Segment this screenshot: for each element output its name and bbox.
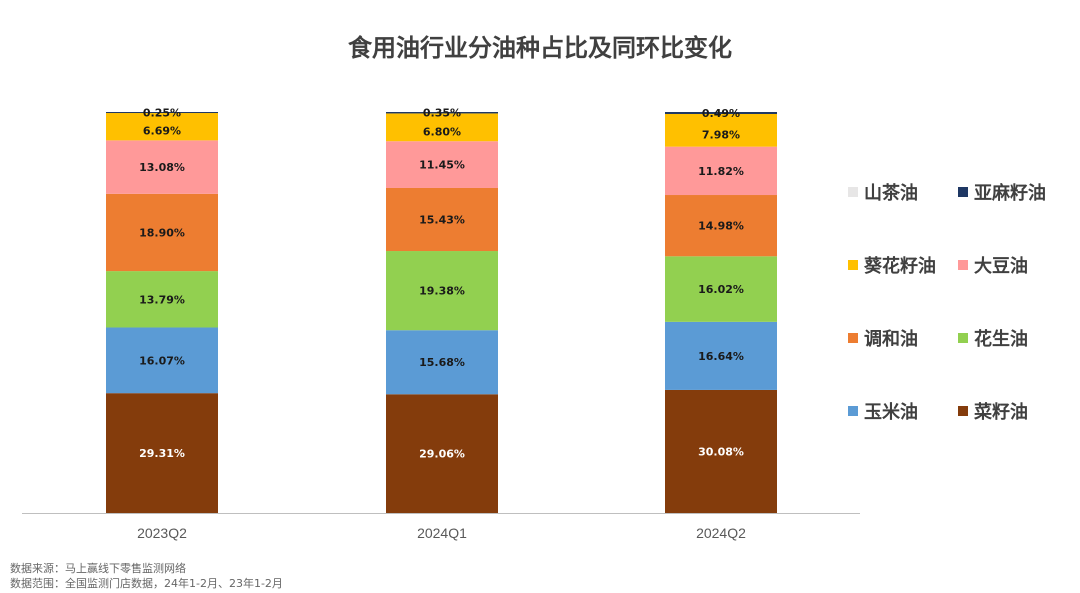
data-label: 11.45%: [419, 159, 465, 172]
data-scope-note: 数据范围：全国监测门店数据，24年1-2月、23年1-2月: [10, 577, 283, 590]
data-label: 15.68%: [419, 356, 465, 369]
bar-segment: [386, 113, 498, 142]
data-label: 13.08%: [139, 161, 185, 174]
legend-item: 亚麻籽油: [958, 178, 1068, 206]
legend-swatch: [848, 260, 858, 270]
legend-label: 花生油: [974, 329, 1028, 350]
data-label: 29.31%: [139, 447, 185, 460]
bar-segment: [665, 321, 777, 390]
bar-segment: [106, 271, 218, 328]
data-label: 18.90%: [139, 226, 185, 239]
data-label: 19.38%: [419, 285, 465, 298]
legend-label: 大豆油: [974, 256, 1028, 277]
data-label: 16.64%: [698, 350, 744, 363]
legend-row: 玉米油 菜籽油: [848, 397, 1073, 470]
legend-swatch: [848, 406, 858, 416]
bar-segment: [106, 113, 218, 141]
data-source-note: 数据来源：马上赢线下零售监测网络: [10, 562, 186, 575]
data-label: 6.69%: [143, 125, 181, 138]
legend-item: 调和油: [848, 324, 958, 352]
legend-swatch: [958, 406, 968, 416]
x-tick-label: 2023Q2: [137, 525, 187, 541]
x-tick-label: 2024Q2: [696, 525, 746, 541]
legend-item: 葵花籽油: [848, 251, 958, 279]
legend-item: 山茶油: [848, 178, 958, 206]
data-label: 29.06%: [419, 448, 465, 461]
footer: 数据来源：马上赢线下零售监测网络 数据范围：全国监测门店数据，24年1-2月、2…: [10, 561, 283, 591]
bar-segment: [386, 394, 498, 513]
bar-segment: [106, 140, 218, 194]
bar-segment: [386, 112, 498, 114]
legend-row: 山茶油 亚麻籽油: [848, 178, 1073, 251]
data-label: 16.02%: [698, 283, 744, 296]
legend-swatch: [958, 333, 968, 343]
legend-item: 玉米油: [848, 397, 958, 425]
legend-label: 亚麻籽油: [974, 183, 1046, 204]
bar-segment: [665, 195, 777, 257]
data-label: 7.98%: [702, 128, 740, 141]
data-label: 30.08%: [698, 445, 744, 458]
legend-swatch: [848, 187, 858, 197]
legend-label: 山茶油: [864, 183, 918, 204]
x-tick-label: 2024Q1: [417, 525, 467, 541]
bar-segment: [106, 193, 218, 272]
bar-segment: [665, 114, 777, 147]
data-label: 16.07%: [139, 354, 185, 367]
bar-segment: [106, 112, 218, 114]
legend-item: 菜籽油: [958, 397, 1068, 425]
legend-swatch: [958, 260, 968, 270]
data-label: 13.79%: [139, 293, 185, 306]
bar-segment: [386, 187, 498, 252]
data-label: 11.82%: [698, 165, 744, 178]
legend-swatch: [958, 187, 968, 197]
data-label: 6.80%: [423, 125, 461, 138]
legend-label: 玉米油: [864, 402, 918, 423]
data-label: 0.35%: [423, 107, 461, 120]
data-label: 15.43%: [419, 214, 465, 227]
bar-segment: [386, 141, 498, 188]
bar-segment: [106, 393, 218, 513]
bar-segment: [386, 251, 498, 331]
data-label: 0.49%: [702, 107, 740, 120]
legend-item: 大豆油: [958, 251, 1068, 279]
legend-label: 葵花籽油: [864, 256, 936, 277]
legend-row: 葵花籽油 大豆油: [848, 251, 1073, 324]
data-label: 14.98%: [698, 220, 744, 233]
legend: 山茶油 亚麻籽油葵花籽油 大豆油调和油 花生油玉米油 菜籽油: [848, 178, 1073, 470]
legend-label: 菜籽油: [974, 402, 1028, 423]
legend-item: 花生油: [958, 324, 1068, 352]
legend-swatch: [848, 333, 858, 343]
bar-segment: [386, 330, 498, 395]
chart-title: 食用油行业分油种占比及同环比变化: [348, 34, 732, 62]
legend-label: 调和油: [864, 329, 918, 350]
bar-segment: [665, 146, 777, 196]
data-label: 0.25%: [143, 107, 181, 120]
bar-segment: [665, 389, 777, 513]
bar-segment: [665, 112, 777, 115]
legend-row: 调和油 花生油: [848, 324, 1073, 397]
bar-segment: [106, 327, 218, 394]
bar-segment: [665, 256, 777, 322]
